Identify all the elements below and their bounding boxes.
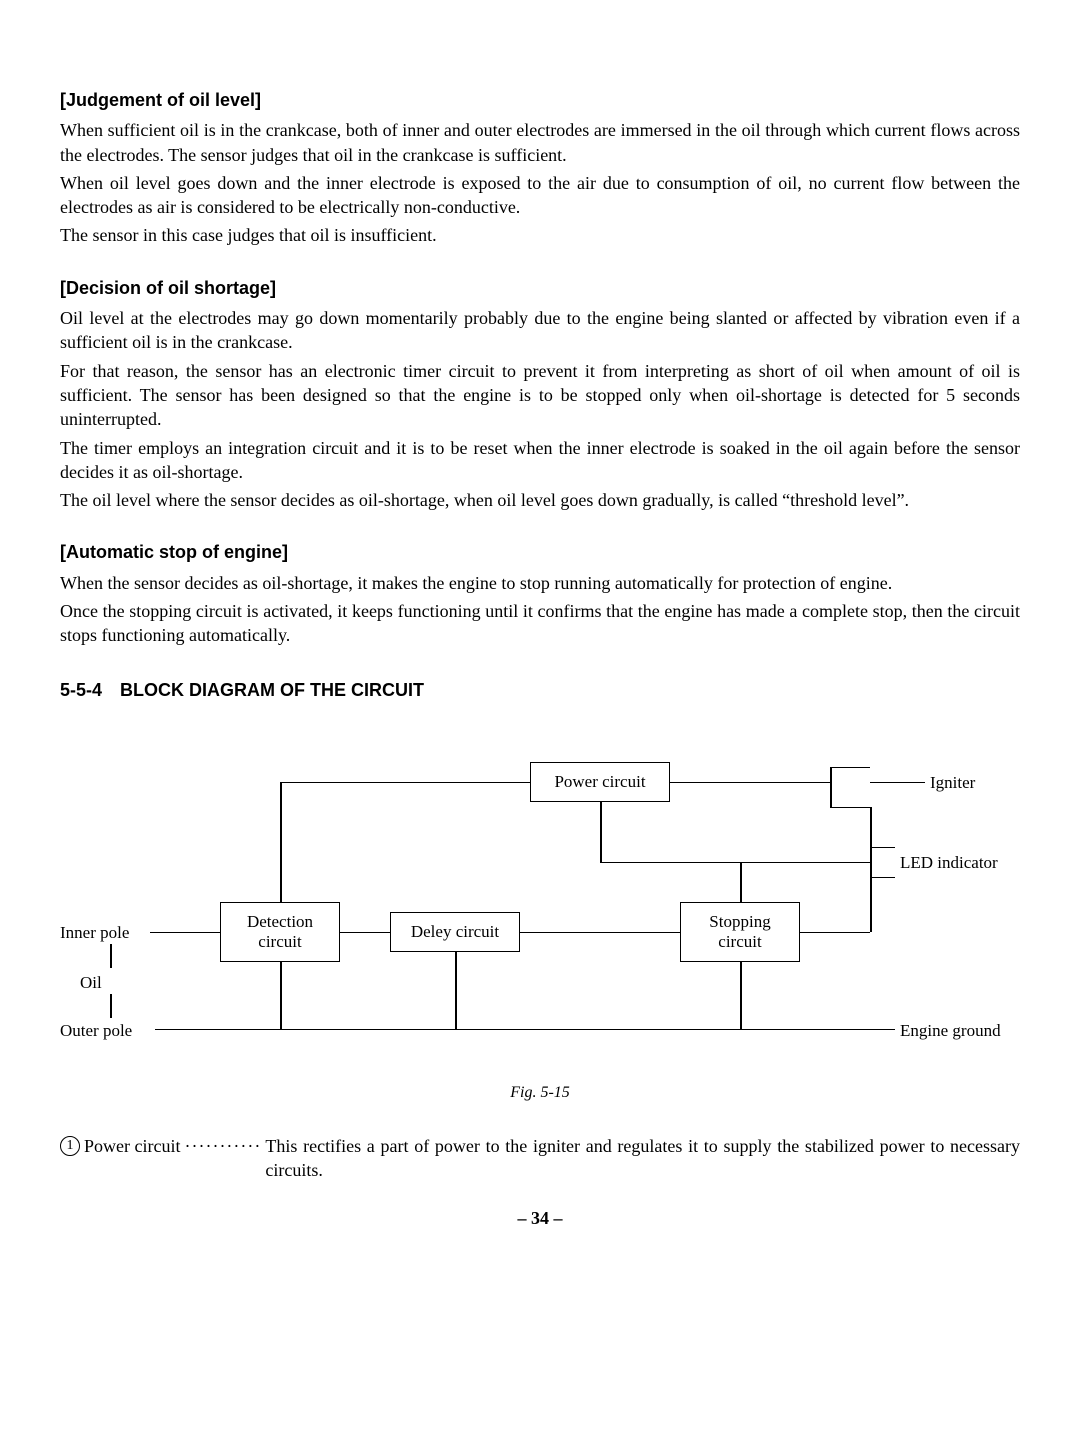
para-decision-4: The oil level where the sensor decides a… [60, 488, 1020, 512]
line [280, 782, 530, 784]
label-inner-pole: Inner pole [60, 922, 129, 945]
para-autostop-2: Once the stopping circuit is activated, … [60, 599, 1020, 648]
line [870, 847, 895, 849]
box-power-label: Power circuit [554, 772, 645, 792]
box-detection: Detection circuit [220, 902, 340, 962]
box-delay: Deley circuit [390, 912, 520, 952]
box-power: Power circuit [530, 762, 670, 802]
para-decision-3: The timer employs an integration circuit… [60, 436, 1020, 485]
label-outer-pole: Outer pole [60, 1020, 132, 1043]
line [830, 807, 870, 809]
box-detection-label: Detection circuit [247, 912, 313, 953]
line [280, 782, 282, 902]
line [740, 962, 742, 1029]
line [600, 862, 870, 864]
line [155, 1029, 895, 1031]
box-stopping: Stopping circuit [680, 902, 800, 962]
circled-number-icon: 1 [60, 1136, 80, 1156]
line [740, 862, 742, 902]
block-diagram: Detection circuit Deley circuit Power ci… [60, 722, 1020, 1062]
line [800, 932, 870, 934]
para-decision-1: Oil level at the electrodes may go down … [60, 306, 1020, 355]
line [280, 962, 282, 1029]
label-igniter: Igniter [930, 772, 975, 795]
box-delay-label: Deley circuit [411, 922, 499, 942]
heading-autostop: [Automatic stop of engine] [60, 540, 1020, 564]
heading-block-diagram: 5-5-4 BLOCK DIAGRAM OF THE CIRCUIT [60, 678, 1020, 702]
definition-dots: ··········· [184, 1134, 261, 1158]
line [830, 767, 832, 807]
line [340, 932, 390, 934]
definition-term: Power circuit [84, 1134, 180, 1158]
para-judgement-2: When oil level goes down and the inner e… [60, 171, 1020, 220]
line [870, 807, 872, 932]
line [150, 932, 220, 934]
line [110, 944, 112, 968]
line [870, 782, 925, 784]
line [830, 767, 870, 769]
definition-body: This rectifies a part of power to the ig… [265, 1134, 1020, 1183]
para-decision-2: For that reason, the sensor has an elect… [60, 359, 1020, 432]
label-engine-ground: Engine ground [900, 1020, 1001, 1043]
para-judgement-1: When sufficient oil is in the crankcase,… [60, 118, 1020, 167]
line [520, 932, 680, 934]
heading-decision: [Decision of oil shortage] [60, 276, 1020, 300]
heading-judgement: [Judgement of oil level] [60, 88, 1020, 112]
label-oil: Oil [80, 972, 102, 995]
line [670, 782, 830, 784]
line [110, 994, 112, 1018]
figure-caption: Fig. 5-15 [60, 1082, 1020, 1104]
para-judgement-3: The sensor in this case judges that oil … [60, 223, 1020, 247]
line [870, 877, 895, 879]
box-stopping-label: Stopping circuit [687, 912, 793, 953]
line [455, 952, 457, 1029]
para-autostop-1: When the sensor decides as oil-shortage,… [60, 571, 1020, 595]
definition-row: 1 Power circuit ··········· This rectifi… [60, 1134, 1020, 1183]
page-number: – 34 – [60, 1206, 1020, 1230]
line [600, 802, 602, 862]
label-led: LED indicator [900, 852, 998, 875]
